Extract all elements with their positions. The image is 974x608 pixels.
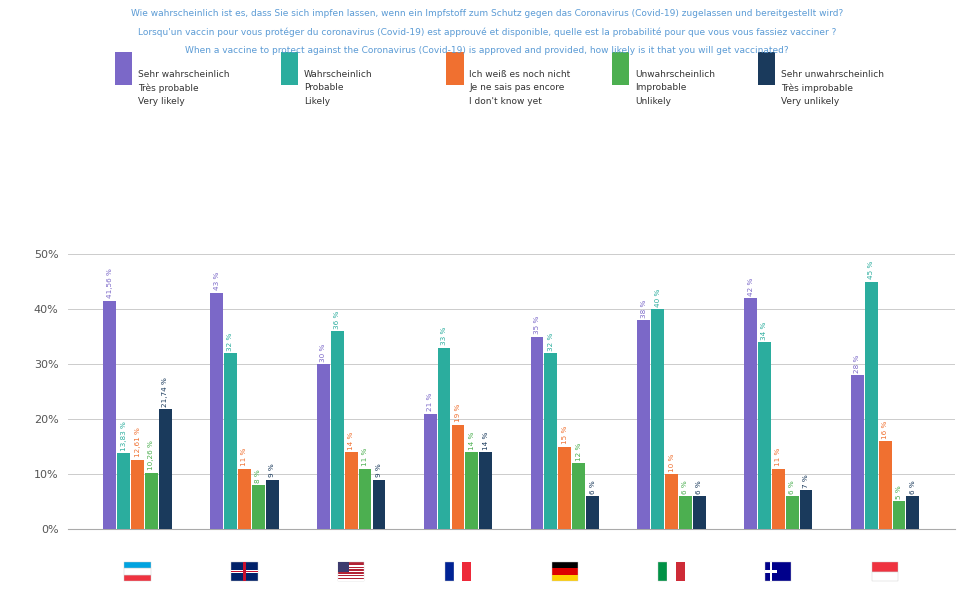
Text: 9 %: 9 % [269, 463, 275, 477]
Bar [437, 348, 451, 529]
Bar [786, 496, 799, 529]
Text: 35 %: 35 % [534, 316, 540, 334]
Bar [892, 502, 906, 529]
Text: 38 %: 38 % [641, 300, 647, 318]
Text: 45 %: 45 % [868, 261, 875, 280]
Bar [145, 472, 158, 529]
Bar [266, 480, 279, 529]
Text: 30 %: 30 % [320, 344, 326, 362]
Text: Unwahrscheinlich: Unwahrscheinlich [635, 70, 715, 79]
Text: Sehr wahrscheinlich: Sehr wahrscheinlich [138, 70, 230, 79]
Text: 6 %: 6 % [589, 480, 595, 494]
Bar [424, 413, 436, 529]
Bar [479, 452, 492, 529]
Bar [159, 410, 171, 529]
Text: 13,83 %: 13,83 % [121, 421, 127, 451]
Text: 11 %: 11 % [362, 448, 368, 466]
Bar [665, 474, 678, 529]
Text: Très probable: Très probable [138, 83, 199, 93]
Bar [772, 469, 785, 529]
Text: 33 %: 33 % [441, 327, 447, 345]
Bar [652, 309, 664, 529]
Text: 16 %: 16 % [882, 421, 888, 439]
Text: Wie wahrscheinlich ist es, dass Sie sich impfen lassen, wenn ein Impfstoff zum S: Wie wahrscheinlich ist es, dass Sie sich… [131, 9, 843, 18]
Bar [345, 452, 357, 529]
Text: 6 %: 6 % [683, 480, 689, 494]
Bar [372, 480, 386, 529]
Bar [544, 353, 557, 529]
Bar [586, 496, 599, 529]
Text: 32 %: 32 % [547, 333, 554, 351]
Text: Sehr unwahrscheinlich: Sehr unwahrscheinlich [781, 70, 884, 79]
Bar [358, 469, 371, 529]
Bar [679, 496, 692, 529]
Text: 41,56 %: 41,56 % [107, 269, 113, 299]
Text: Very unlikely: Very unlikely [781, 97, 840, 106]
Bar [131, 460, 144, 529]
Bar [210, 292, 223, 529]
Text: Je ne sais pas encore: Je ne sais pas encore [469, 83, 565, 92]
Text: 40 %: 40 % [655, 289, 660, 307]
Text: 8 %: 8 % [255, 469, 261, 483]
Text: Likely: Likely [304, 97, 330, 106]
Text: 10 %: 10 % [668, 454, 675, 472]
Text: 6 %: 6 % [696, 480, 702, 494]
Text: 12 %: 12 % [576, 443, 581, 461]
Text: Lorsqu'un vaccin pour vous protéger du coronavirus (Covid-19) est approuvé et di: Lorsqu'un vaccin pour vous protéger du c… [137, 27, 837, 37]
Text: 11 %: 11 % [242, 448, 247, 466]
Bar [558, 446, 571, 529]
Text: Unlikely: Unlikely [635, 97, 671, 106]
Bar [103, 300, 116, 529]
Text: 14 %: 14 % [483, 432, 489, 450]
Text: 5 %: 5 % [896, 486, 902, 499]
Text: 34 %: 34 % [762, 322, 768, 340]
Bar [744, 298, 757, 529]
Text: Ich weiß es noch nicht: Ich weiß es noch nicht [469, 70, 571, 79]
Text: 32 %: 32 % [228, 333, 234, 351]
Bar [317, 364, 330, 529]
Bar [466, 452, 478, 529]
Bar [907, 496, 919, 529]
Text: 14 %: 14 % [468, 432, 475, 450]
Text: 36 %: 36 % [334, 311, 340, 329]
Bar [452, 424, 465, 529]
Text: 42 %: 42 % [748, 278, 754, 296]
Text: 11 %: 11 % [775, 448, 781, 466]
Bar [879, 441, 891, 529]
Text: Wahrscheinlich: Wahrscheinlich [304, 70, 372, 79]
Bar [117, 453, 131, 529]
Text: 12,61 %: 12,61 % [134, 427, 140, 457]
Bar [800, 491, 812, 529]
Bar [637, 320, 651, 529]
Bar [238, 469, 250, 529]
Text: Probable: Probable [304, 83, 344, 92]
Bar [331, 331, 344, 529]
Text: 28 %: 28 % [854, 354, 860, 373]
Text: Improbable: Improbable [635, 83, 687, 92]
Text: 21 %: 21 % [428, 393, 433, 412]
Text: 19 %: 19 % [455, 404, 461, 423]
Bar [851, 375, 864, 529]
Text: 7 %: 7 % [804, 475, 809, 488]
Bar [531, 337, 543, 529]
Text: 6 %: 6 % [789, 480, 795, 494]
Text: Very likely: Very likely [138, 97, 185, 106]
Text: 14 %: 14 % [348, 432, 355, 450]
Text: I don't know yet: I don't know yet [469, 97, 543, 106]
Bar [693, 496, 706, 529]
Text: When a vaccine to protect against the Coronavirus (Covid-19) is approved and pro: When a vaccine to protect against the Co… [185, 46, 789, 55]
Bar [224, 353, 237, 529]
Bar [252, 485, 265, 529]
Bar [572, 463, 585, 529]
Text: 21,74 %: 21,74 % [163, 378, 169, 407]
Text: 6 %: 6 % [910, 480, 916, 494]
Text: 43 %: 43 % [213, 272, 219, 291]
Text: 15 %: 15 % [562, 426, 568, 444]
Text: 10,26 %: 10,26 % [148, 441, 155, 471]
Text: 9 %: 9 % [376, 463, 382, 477]
Bar [865, 282, 878, 529]
Text: Très improbable: Très improbable [781, 83, 853, 93]
Bar [758, 342, 770, 529]
